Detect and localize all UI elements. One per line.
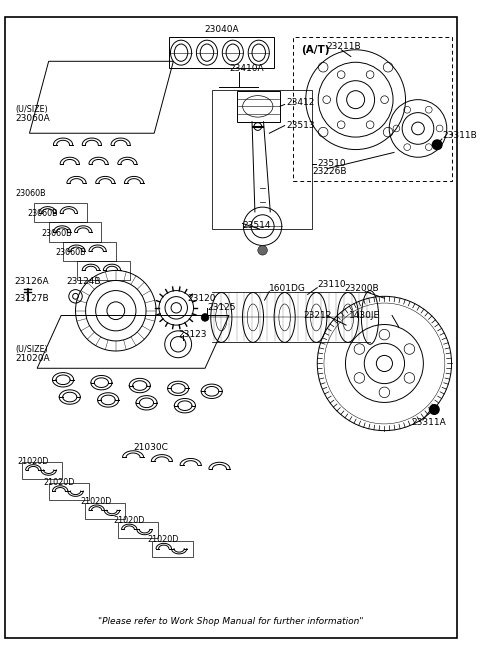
Text: 23412: 23412	[287, 98, 315, 107]
Circle shape	[258, 246, 267, 255]
Bar	[293, 37, 452, 181]
Text: 23060B: 23060B	[55, 248, 86, 257]
Text: 23311B: 23311B	[442, 130, 477, 140]
Circle shape	[432, 140, 442, 149]
Text: 23514: 23514	[242, 221, 271, 230]
Text: (U/SIZE): (U/SIZE)	[15, 105, 48, 114]
Text: 23123: 23123	[178, 330, 207, 339]
Text: 23510: 23510	[317, 159, 346, 168]
Text: 21020D: 21020D	[44, 478, 75, 487]
Bar	[152, 541, 192, 557]
Text: (U/SIZE): (U/SIZE)	[15, 345, 48, 354]
Bar	[34, 203, 87, 223]
Text: 1430JE: 1430JE	[349, 311, 380, 320]
Circle shape	[430, 405, 439, 415]
Bar	[118, 522, 158, 538]
Text: 23060B: 23060B	[41, 229, 72, 238]
Text: 23124B: 23124B	[66, 278, 100, 286]
Text: "Please refer to Work Shop Manual for further information": "Please refer to Work Shop Manual for fu…	[98, 617, 364, 626]
Bar	[85, 502, 125, 519]
Text: 23040A: 23040A	[204, 25, 239, 34]
Text: 23212: 23212	[304, 311, 332, 320]
Bar	[22, 462, 62, 479]
Text: 23410A: 23410A	[229, 64, 264, 73]
Text: 23120: 23120	[188, 293, 216, 303]
Text: 21020D: 21020D	[113, 516, 144, 525]
Text: 23200B: 23200B	[344, 284, 379, 293]
Text: 23226B: 23226B	[312, 167, 347, 176]
Text: 23311A: 23311A	[411, 419, 446, 428]
Bar	[48, 223, 101, 242]
Bar	[77, 261, 130, 280]
Text: 23125: 23125	[207, 303, 236, 312]
Text: 23211B: 23211B	[327, 43, 361, 51]
Text: 21020D: 21020D	[147, 536, 179, 544]
Bar	[212, 90, 312, 229]
Text: 21030C: 21030C	[133, 443, 168, 453]
Text: 23127B: 23127B	[14, 293, 49, 303]
Bar	[48, 483, 89, 500]
Text: 21020D: 21020D	[80, 497, 112, 506]
Text: 23126A: 23126A	[14, 278, 49, 286]
Text: 23513: 23513	[287, 121, 315, 130]
Text: 23060B: 23060B	[27, 210, 58, 218]
Circle shape	[201, 314, 209, 321]
Text: 23060B: 23060B	[15, 189, 46, 198]
Text: 23060A: 23060A	[15, 115, 50, 123]
Bar	[168, 37, 274, 68]
Text: (A/T): (A/T)	[301, 45, 329, 55]
Text: 21020A: 21020A	[15, 354, 50, 363]
Text: 23110: 23110	[317, 280, 346, 290]
Bar	[63, 242, 116, 261]
Bar	[237, 91, 280, 122]
Text: 1601DG: 1601DG	[269, 284, 306, 293]
Text: 21020D: 21020D	[17, 457, 48, 466]
